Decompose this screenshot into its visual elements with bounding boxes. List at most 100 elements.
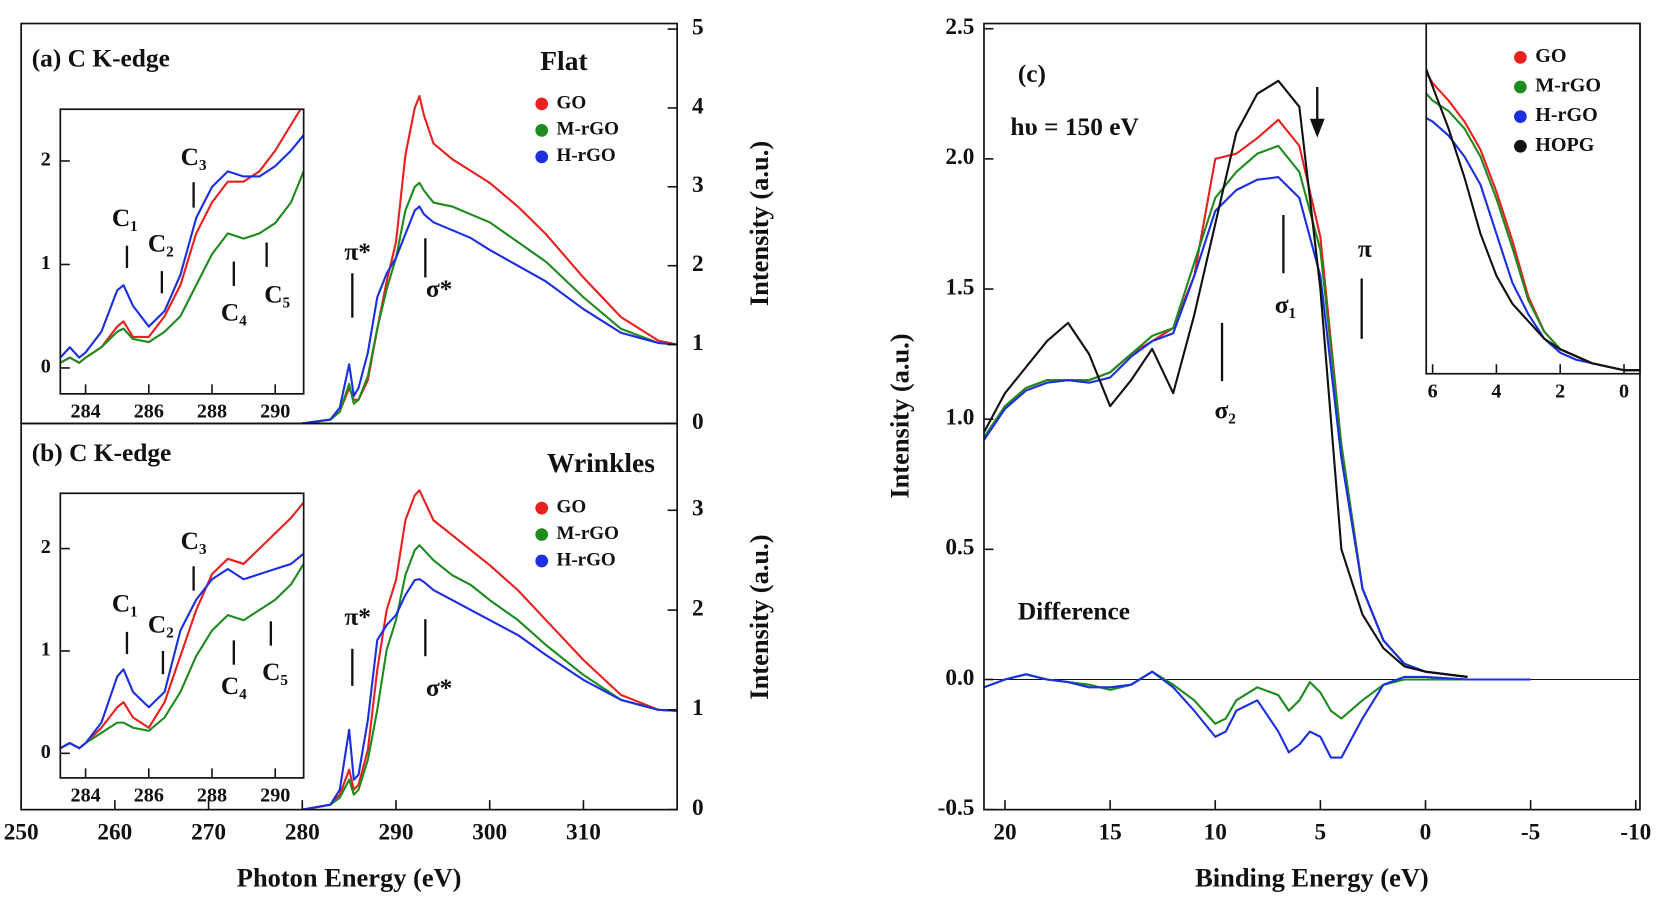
- inset-background: [60, 493, 304, 778]
- y-axis-title: Intensity (a.u.): [744, 141, 774, 306]
- legend-label: M-rGO: [557, 523, 619, 544]
- y-tick-label: 3: [692, 172, 704, 198]
- peak-label: C₁: [112, 204, 138, 232]
- data-line: [302, 205, 678, 424]
- peak-label: π*: [344, 238, 371, 266]
- x-tick-label: 280: [285, 819, 320, 845]
- frame: [59, 108, 305, 395]
- panel: 0 1 2 284 286 288 290: [41, 492, 305, 807]
- x-axis-title: Photon Energy (eV): [237, 863, 462, 893]
- photon-energy: hυ = 150 eV: [1010, 113, 1139, 141]
- y-tick-label: 0: [41, 356, 51, 378]
- y-axis-title: Intensity (a.u.): [744, 534, 774, 699]
- legend-title: Flat: [540, 45, 588, 76]
- x-tick-label: 284: [71, 400, 101, 422]
- inset-background: [1426, 23, 1640, 374]
- panel: -0.50.00.51.01.52.02.520 15 10 5 0 -5 -10: [938, 14, 1652, 845]
- frame: [20, 422, 678, 811]
- frame: [1425, 22, 1641, 375]
- panel: 6 4 2 0 GO M-rGO H-rGO HOPG: [1425, 22, 1641, 402]
- peak-label: σ₁: [1275, 291, 1296, 319]
- peak-label: C₄: [221, 298, 247, 326]
- legend-label: H-rGO: [557, 549, 616, 570]
- y-tick-label: 1: [692, 695, 704, 721]
- y-tick-label: 1: [41, 639, 51, 661]
- plot-area: [302, 489, 678, 810]
- data-line: [983, 670, 1531, 759]
- data-line: [302, 489, 678, 810]
- y-tick-label: 0.5: [945, 535, 974, 561]
- panel-label: (b) C K-edge: [32, 439, 172, 467]
- x-tick-label: 290: [260, 785, 290, 807]
- peak-label: σ₂: [1214, 397, 1235, 425]
- data-line: [302, 181, 678, 424]
- x-tick-label: 286: [134, 400, 164, 422]
- peak-label: π: [1358, 235, 1372, 263]
- plot-area: [1426, 68, 1640, 372]
- legend-label: M-rGO: [1535, 75, 1601, 97]
- data-line: [60, 134, 304, 359]
- y-tick-label: 0.0: [945, 665, 974, 691]
- panel-label: (c): [1018, 60, 1046, 88]
- legend-title: Wrinkles: [547, 447, 655, 478]
- peak-label: C₃: [181, 143, 207, 171]
- data-line: [983, 79, 1468, 678]
- legend-marker: [1514, 80, 1527, 94]
- y-tick-label: 0: [692, 409, 704, 435]
- legend-marker: [1514, 139, 1527, 153]
- legend-label: HOPG: [1535, 134, 1595, 156]
- x-tick-label: 250: [4, 819, 39, 845]
- x-tick-label: 310: [566, 819, 601, 845]
- x-tick-label: 6: [1428, 380, 1438, 402]
- legend-label: H-rGO: [557, 145, 616, 166]
- plot-area: [60, 501, 304, 750]
- x-tick-label: 270: [191, 819, 226, 845]
- x-tick-label: 288: [197, 400, 227, 422]
- plot-area: [302, 95, 678, 424]
- y-tick-label: 2: [41, 149, 51, 171]
- legend-label: H-rGO: [1535, 104, 1598, 126]
- x-tick-label: 290: [260, 400, 290, 422]
- peak-label: σ*: [426, 275, 453, 303]
- arrow-head: [1309, 118, 1325, 138]
- difference-label: Difference: [1018, 598, 1130, 626]
- peak-label: C₂: [148, 230, 174, 258]
- data-line: [302, 578, 678, 810]
- x-tick-label: 2: [1555, 380, 1565, 402]
- x-tick-label: -10: [1620, 819, 1651, 845]
- x-tick-label: 284: [71, 785, 101, 807]
- y-tick-label: 0: [692, 795, 704, 821]
- y-tick-label: 2: [692, 595, 704, 621]
- data-line: [60, 552, 304, 750]
- plot-area: [60, 109, 304, 364]
- y-tick-label: 2.5: [945, 14, 974, 40]
- data-line: [983, 176, 1468, 678]
- peak-label: C₄: [221, 672, 247, 700]
- legend-marker: [1514, 51, 1527, 64]
- peak-label: C₅: [264, 280, 290, 308]
- x-tick-label: 10: [1204, 819, 1227, 845]
- data-line: [302, 544, 678, 810]
- y-tick-label: 0: [41, 741, 51, 763]
- peak-label: C₁: [112, 589, 138, 617]
- y-tick-label: 1: [692, 330, 704, 356]
- annotation-layer: (a) C K-edge Flat π* σ* Intensity (a.u.)…: [32, 44, 1429, 892]
- y-tick-label: 5: [692, 14, 704, 40]
- peak-label: C₅: [262, 658, 288, 686]
- y-tick-label: 2: [41, 536, 51, 558]
- y-tick-label: 1: [41, 252, 51, 274]
- y-tick-label: 1.5: [945, 274, 974, 300]
- legend-label: GO: [1535, 45, 1566, 67]
- y-tick-label: 2.0: [945, 144, 974, 170]
- y-tick-label: 2: [692, 251, 704, 277]
- x-tick-label: 0: [1420, 819, 1432, 845]
- legend-label: GO: [557, 92, 587, 113]
- legend-marker: [535, 150, 549, 164]
- x-tick-label: 286: [134, 785, 164, 807]
- panel-label: (a) C K-edge: [32, 44, 170, 72]
- data-line: [983, 670, 1531, 725]
- panel: 0 1 2 3 4 5 GO M-rGO H-rGO: [20, 14, 704, 435]
- y-tick-label: -0.5: [938, 795, 975, 821]
